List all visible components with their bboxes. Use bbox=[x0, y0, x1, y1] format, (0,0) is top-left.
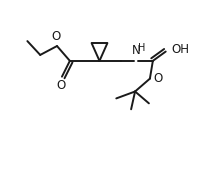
Text: O: O bbox=[56, 79, 66, 92]
Text: O: O bbox=[51, 30, 61, 43]
Text: N: N bbox=[132, 44, 140, 57]
Text: OH: OH bbox=[171, 43, 189, 56]
Text: O: O bbox=[154, 72, 163, 85]
Text: H: H bbox=[138, 43, 145, 53]
